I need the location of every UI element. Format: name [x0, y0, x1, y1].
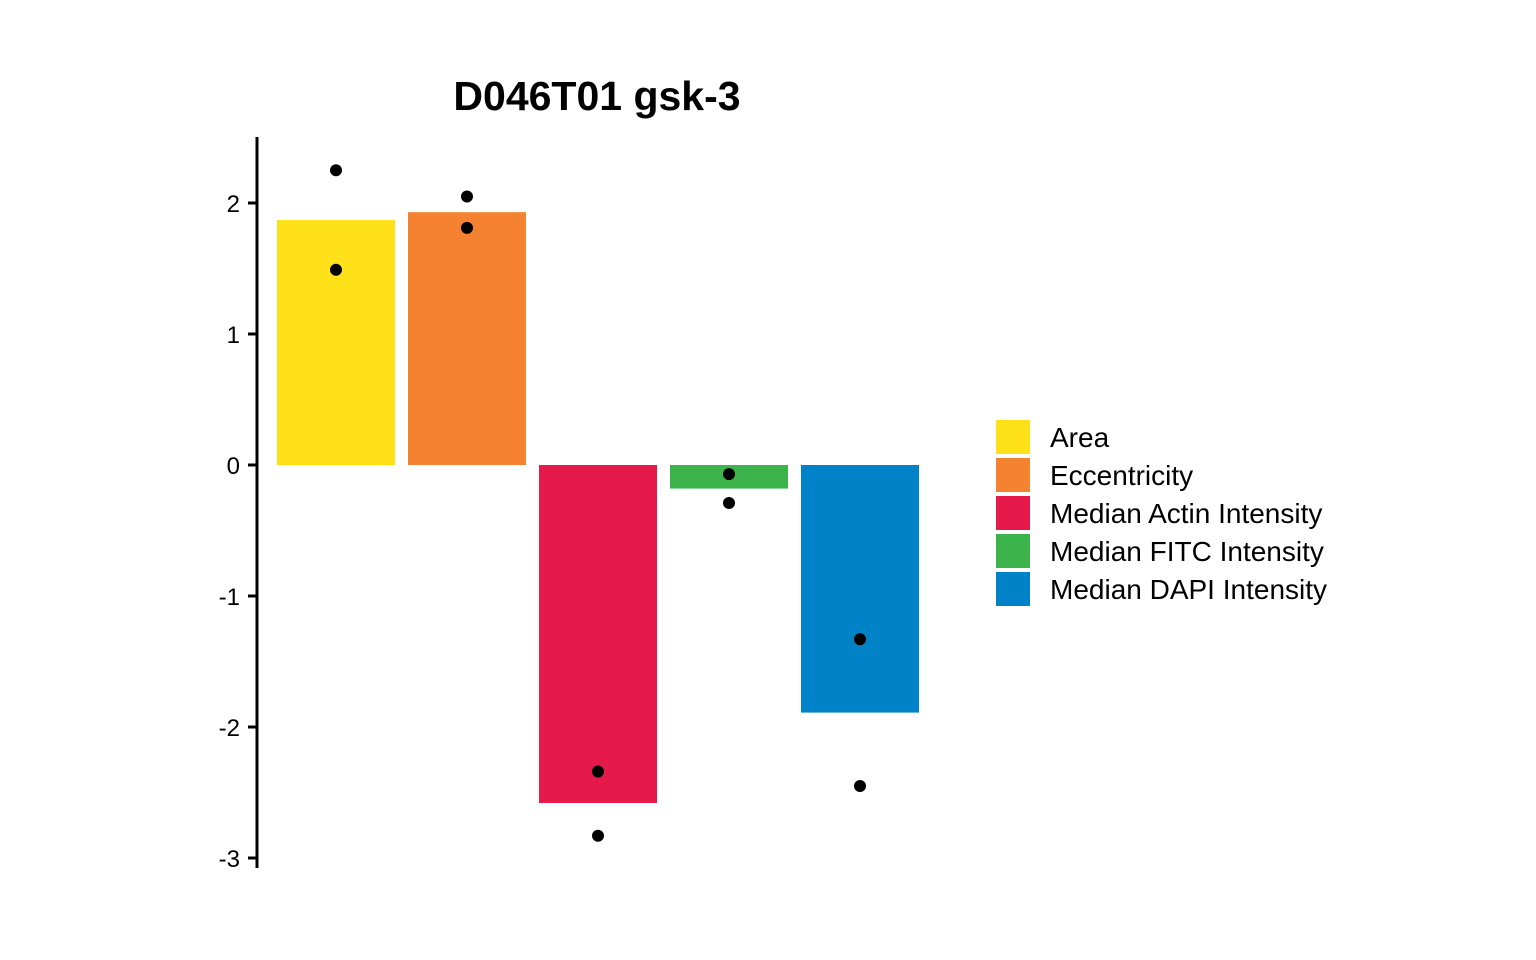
legend-key-area: [996, 420, 1030, 454]
point-median-actin-intensity-1: [592, 765, 604, 778]
points-group: [330, 164, 866, 842]
point-eccentricity-2: [461, 221, 473, 234]
legend-label-median-dapi-intensity: Median DAPI Intensity: [1050, 574, 1327, 605]
legend-label-median-actin-intensity: Median Actin Intensity: [1050, 498, 1322, 529]
legend-key-median-fitc-intensity: [996, 534, 1030, 568]
y-tick-label: 1: [227, 322, 240, 349]
y-axis: 2 1 0 -1 -2 -3: [219, 137, 259, 873]
point-median-fitc-intensity-1: [723, 468, 735, 481]
legend: Area Eccentricity Median Actin Intensity Me…: [996, 420, 1327, 606]
legend-label-median-fitc-intensity: Median FITC Intensity: [1050, 536, 1324, 567]
y-tick-label: -2: [219, 715, 240, 742]
point-median-dapi-intensity-1: [854, 633, 866, 646]
legend-label-eccentricity: Eccentricity: [1050, 460, 1193, 491]
bar-eccentricity: [408, 212, 526, 465]
point-eccentricity-1: [461, 190, 473, 203]
point-area-1: [330, 164, 342, 177]
bar-median-actin-intensity: [539, 465, 657, 803]
bars-group: [277, 212, 919, 803]
chart-title: D046T01 gsk-3: [453, 73, 740, 119]
bar-area: [277, 220, 395, 465]
bar-median-dapi-intensity: [801, 465, 919, 713]
legend-key-median-actin-intensity: [996, 496, 1030, 530]
y-tick-label: -1: [219, 584, 240, 611]
y-tick-label: 0: [227, 453, 240, 480]
point-median-actin-intensity-2: [592, 829, 604, 842]
point-area-2: [330, 263, 342, 276]
legend-key-eccentricity: [996, 458, 1030, 492]
legend-label-area: Area: [1050, 422, 1110, 453]
y-tick-label: 2: [227, 191, 240, 218]
legend-key-median-dapi-intensity: [996, 572, 1030, 606]
point-median-fitc-intensity-2: [723, 496, 735, 509]
y-tick-label: -3: [219, 846, 240, 873]
point-median-dapi-intensity-2: [854, 779, 866, 792]
